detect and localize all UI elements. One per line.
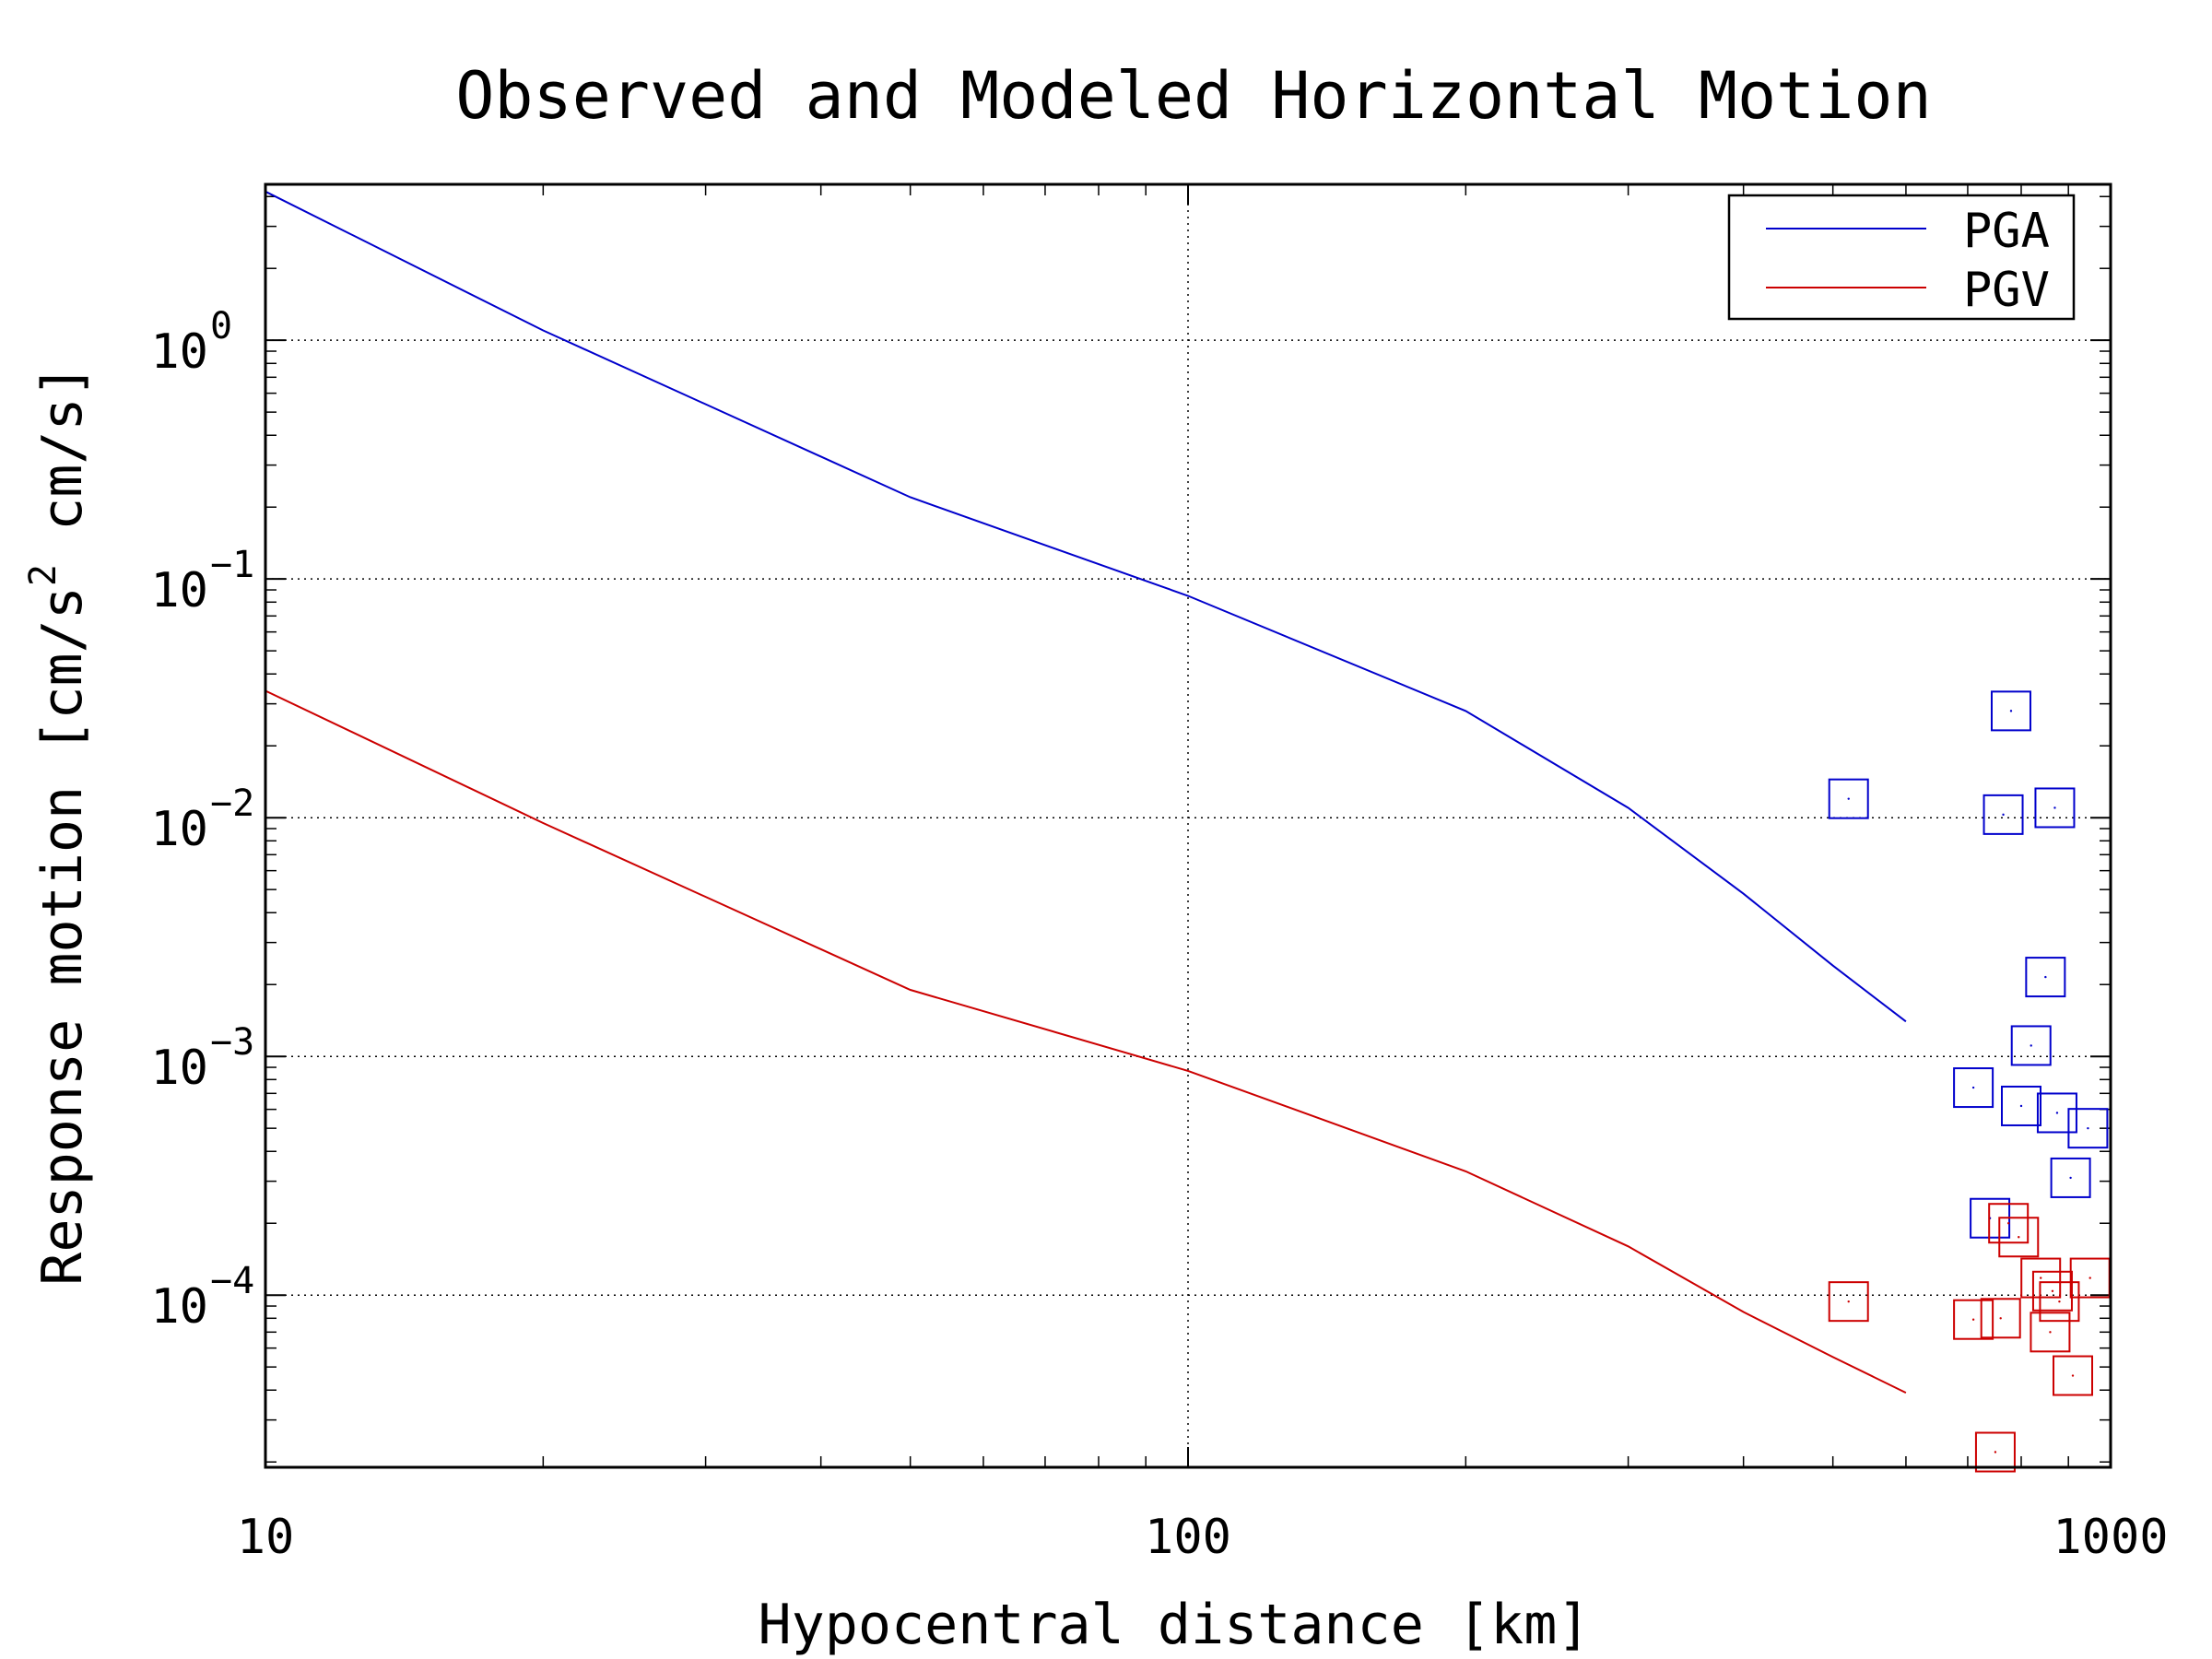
scatter-point xyxy=(1953,1067,1994,1109)
scatter-point-center xyxy=(1994,1451,1997,1453)
y-tick-exponent: −3 xyxy=(210,1021,254,1064)
x-tick-label: 10 xyxy=(237,1510,295,1565)
y-axis-label-tail: cm/s] xyxy=(30,364,95,564)
scatter-point-center xyxy=(2019,1104,2023,1108)
scatter-point xyxy=(2010,1025,2052,1066)
chart-title: Observed and Modeled Horizontal Motion xyxy=(455,58,1931,134)
scatter-point xyxy=(2031,1270,2073,1312)
scatter-point xyxy=(1998,1217,2040,1258)
legend-label-pga: PGA xyxy=(1963,204,2050,259)
y-tick-exponent: −2 xyxy=(210,782,254,825)
series-line-pga xyxy=(265,190,1907,1023)
scatter-point xyxy=(2039,1281,2080,1323)
legend: PGA PGV xyxy=(1727,194,2076,321)
x-tick-label: 1000 xyxy=(2053,1510,2168,1565)
grid xyxy=(265,184,2111,1467)
scatter-point-center xyxy=(2006,1222,2010,1225)
y-axis-label-superscript: 2 xyxy=(22,564,65,586)
scatter-point-center xyxy=(2088,1277,2091,1279)
scatter-point-center xyxy=(1971,1318,1975,1321)
scatter-point-center xyxy=(1847,1300,1850,1303)
scatter-point-center xyxy=(2044,975,2047,979)
scatter-point-center xyxy=(2049,1331,2052,1334)
scatter-point xyxy=(1990,690,2031,732)
scatter-point-center xyxy=(2030,1044,2032,1047)
legend-box xyxy=(1727,194,2076,321)
scatter-point xyxy=(1980,1298,2021,1339)
scatter-point-center xyxy=(2009,710,2013,712)
y-axis-label: Response motion [cm/s2 cm/s] xyxy=(22,364,95,1285)
scatter-point xyxy=(2053,1355,2094,1396)
scatter-point xyxy=(2000,1085,2041,1126)
y-tick-label: 10 xyxy=(150,1041,208,1096)
scatter-point xyxy=(1828,778,1869,819)
scatter-point-center xyxy=(2018,1236,2020,1239)
scatter-point xyxy=(1974,1431,2016,1473)
scatter-point-center xyxy=(2055,1112,2059,1114)
x-tick-label: 100 xyxy=(1145,1510,1231,1565)
scatter-point-center xyxy=(2071,1374,2075,1377)
scatter-point xyxy=(1828,1281,1869,1323)
scatter-point-center xyxy=(2040,1277,2042,1279)
scatter-point-center xyxy=(1847,797,1850,800)
scatter-point-center xyxy=(2087,1126,2089,1130)
y-tick-exponent: 0 xyxy=(210,305,232,347)
scatter-point xyxy=(1953,1299,1994,1340)
scatter-point-center xyxy=(2053,806,2056,809)
x-axis-label: Hypocentral distance [km] xyxy=(758,1593,1590,1657)
y-tick-exponent: −1 xyxy=(210,544,254,586)
plot-frame xyxy=(264,182,2112,1469)
scatter-point-center xyxy=(1999,1317,2002,1320)
scatter-point xyxy=(2067,1108,2109,1149)
scatter-point-center xyxy=(2058,1300,2061,1303)
scatter-point-center xyxy=(2002,813,2005,817)
y-tick-label: 10 xyxy=(150,324,208,380)
legend-label-pgv: PGV xyxy=(1963,263,2050,318)
scatter-point-center xyxy=(1971,1086,1975,1089)
scatter-markers xyxy=(1828,690,2111,1473)
scatter-point xyxy=(2050,1157,2091,1198)
y-axis-label-main: Response motion [cm/s xyxy=(30,586,95,1286)
series-line-pgv xyxy=(265,689,1907,1394)
y-tick-label: 10 xyxy=(150,802,208,857)
scatter-point xyxy=(2025,957,2066,998)
y-tick-exponent: −4 xyxy=(210,1260,254,1302)
scatter-point xyxy=(1988,1203,2030,1244)
scatter-point xyxy=(1983,794,2024,835)
scatter-point xyxy=(2030,1312,2071,1353)
scatter-point-center xyxy=(2051,1289,2054,1292)
scatter-point xyxy=(2036,1092,2077,1134)
x-tick-labels: 10 100 1000 xyxy=(237,1510,2169,1565)
y-tick-label: 10 xyxy=(150,563,208,618)
y-tick-label: 10 xyxy=(150,1279,208,1335)
scatter-point xyxy=(2034,787,2076,829)
scatter-point-center xyxy=(2069,1176,2072,1180)
series-lines xyxy=(265,190,1907,1394)
